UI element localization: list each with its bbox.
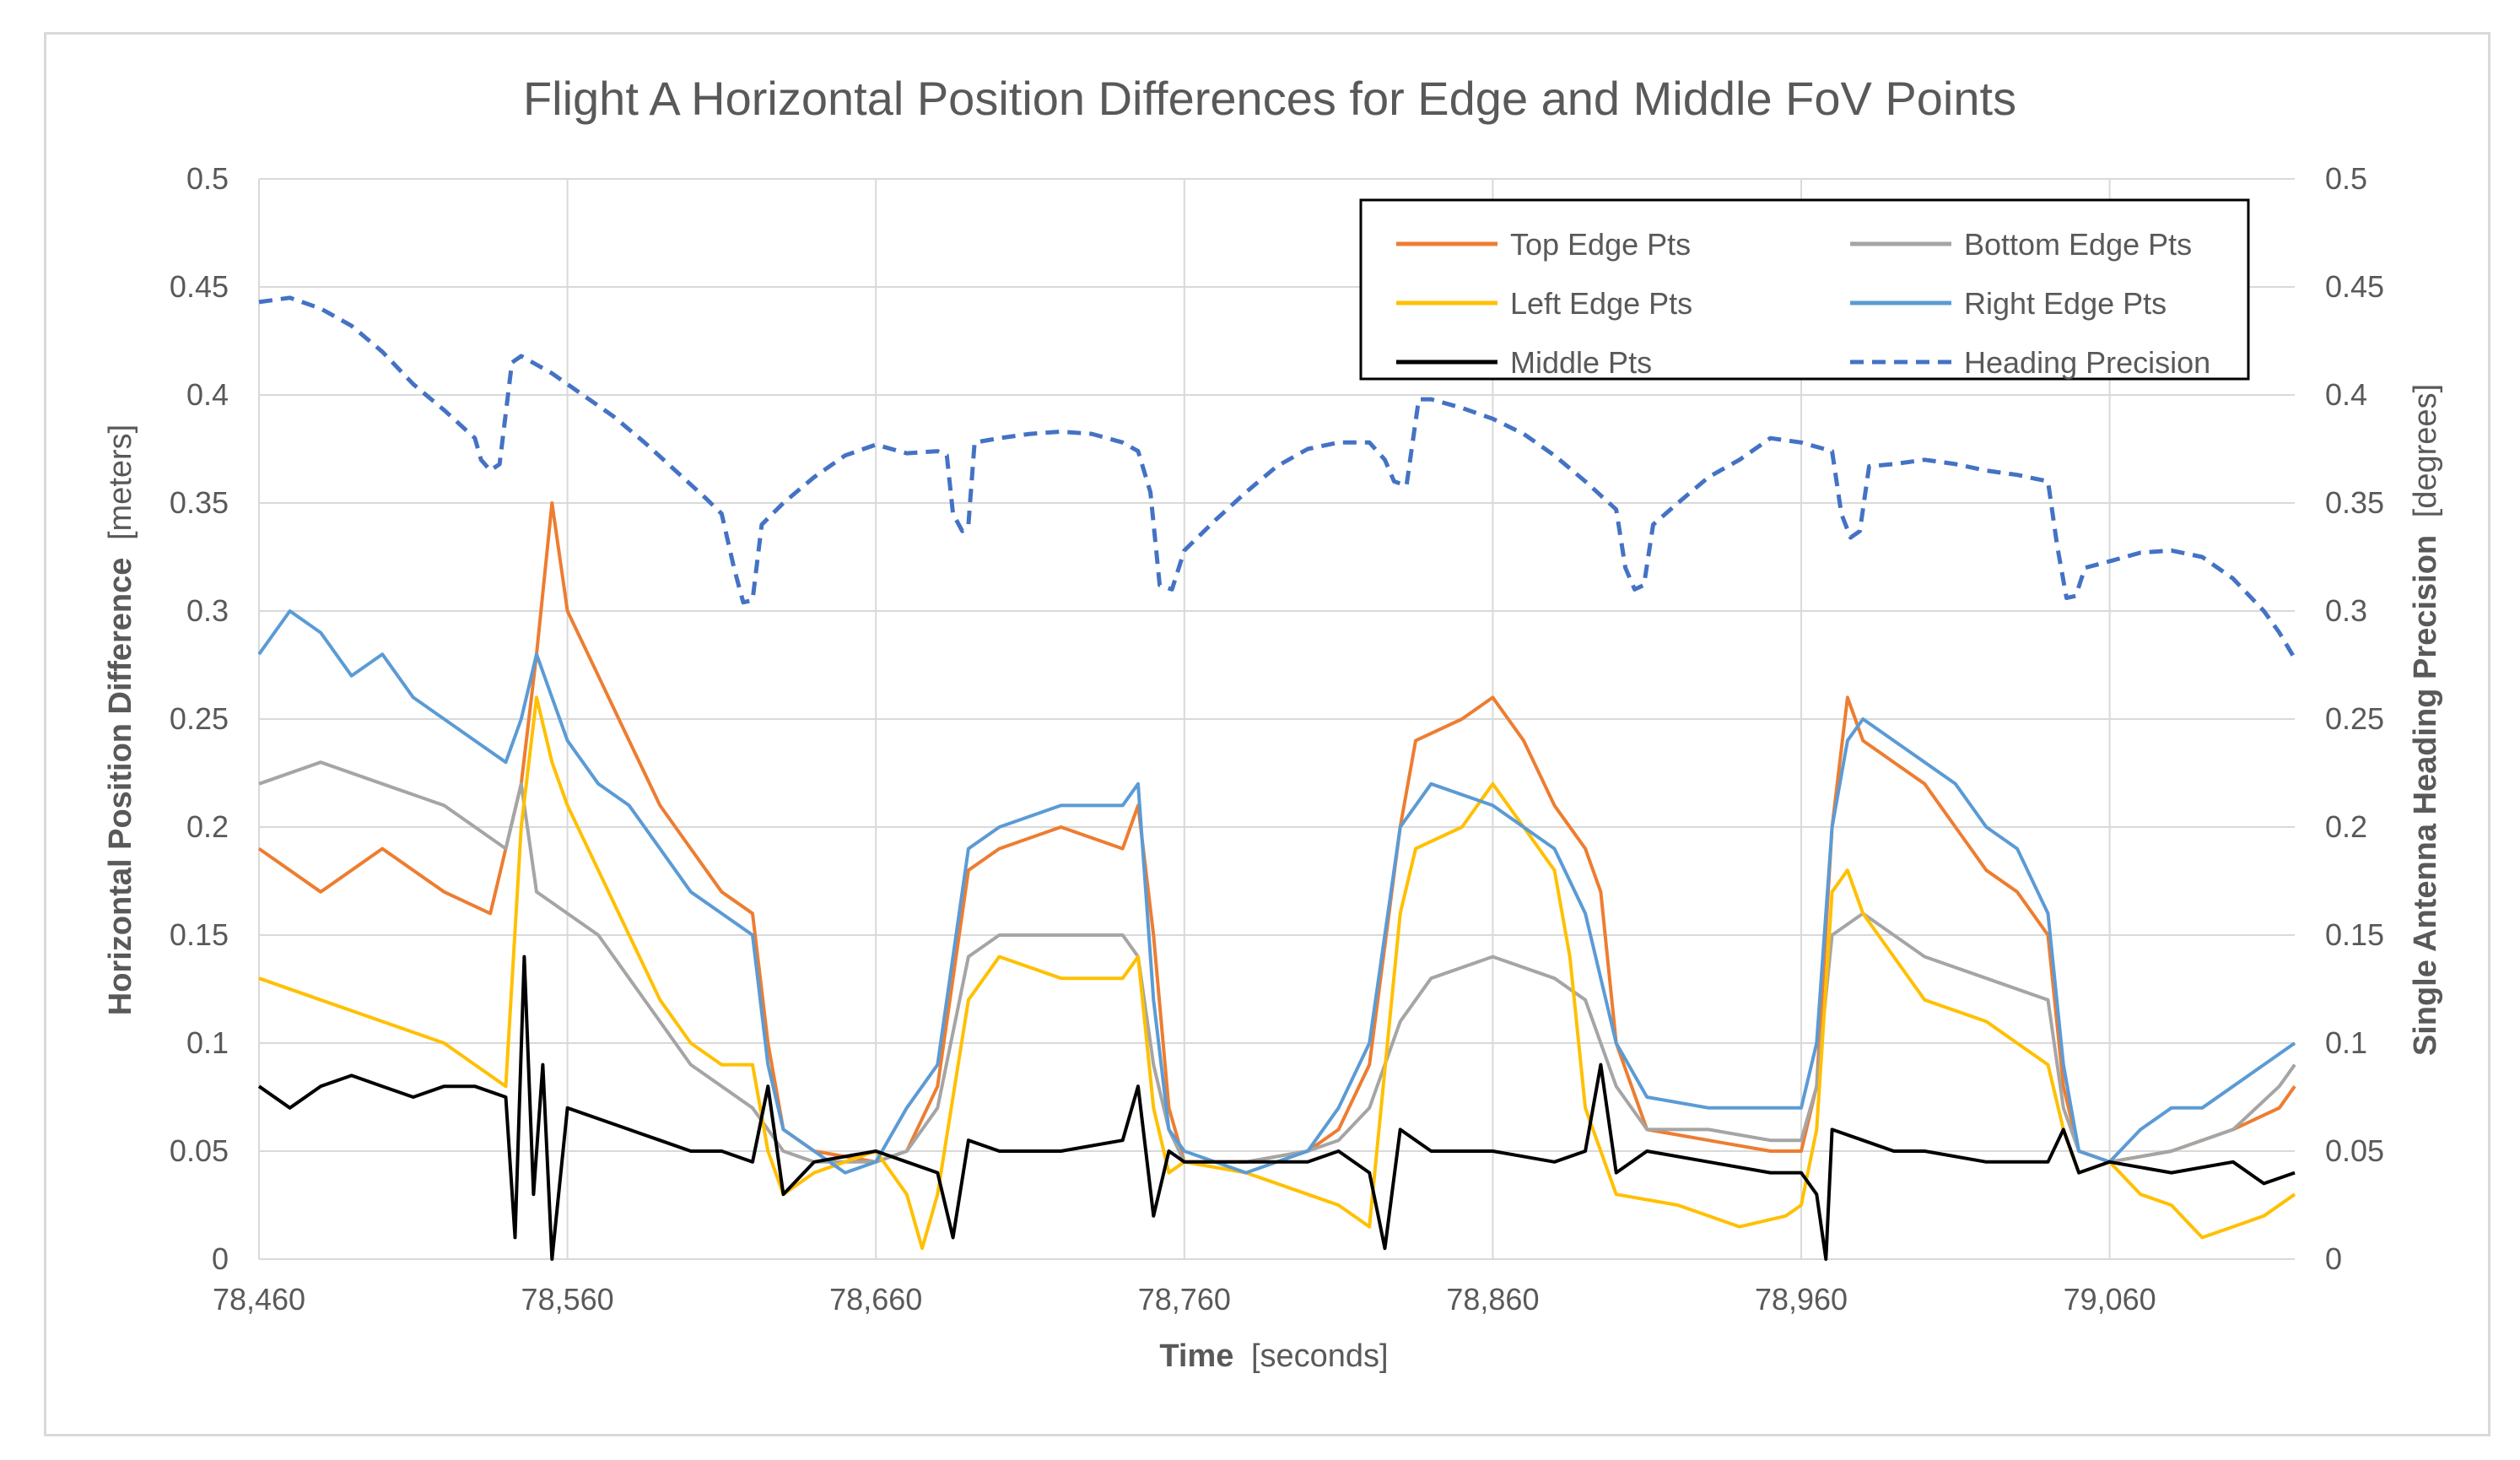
- series-line-right-edge-pts: [257, 609, 2296, 1175]
- y-right-tick-label: 0.5: [2325, 161, 2367, 196]
- series-lines: [257, 295, 2297, 1261]
- y-left-tick-label: 0.15: [170, 917, 229, 952]
- y-right-tick-label: 0.1: [2325, 1025, 2367, 1060]
- chart-title: Flight A Horizontal Position Differences…: [523, 72, 2016, 125]
- y-right-tick-label: 0.35: [2325, 485, 2384, 520]
- legend-label: Heading Precision: [1964, 345, 2210, 380]
- x-tick-label: 78,460: [213, 1282, 305, 1317]
- x-axis-title-unit: [seconds]: [1251, 1338, 1389, 1374]
- y-left-tick-label: 0.45: [170, 269, 229, 304]
- y-axis-left-title-bold: Horizontal Position Difference: [103, 558, 138, 1016]
- y-left-tick-label: 0.25: [170, 701, 229, 736]
- y-left-tick-label: 0.05: [170, 1133, 229, 1168]
- y-right-tick-label: 0.15: [2325, 917, 2384, 952]
- y-axis-left-title-unit: [meters]: [103, 424, 138, 540]
- y-left-tick-label: 0: [212, 1241, 229, 1276]
- y-axis-left-title: Horizontal Position Difference [meters]: [103, 424, 138, 1015]
- chart-frame: Flight A Horizontal Position Differences…: [44, 32, 2490, 1436]
- y-right-tick-label: 0.2: [2325, 809, 2367, 844]
- x-tick-label: 78,760: [1138, 1282, 1231, 1317]
- y-right-tick-label: 0.45: [2325, 269, 2384, 304]
- x-axis-title: Time [seconds]: [1159, 1338, 1388, 1374]
- y-axis-right-title-unit: [degrees]: [2408, 384, 2443, 517]
- legend-label: Middle Pts: [1510, 345, 1652, 380]
- y-right-tick-label: 0.05: [2325, 1133, 2384, 1168]
- x-tick-label: 78,560: [521, 1282, 614, 1317]
- x-axis-title-bold: Time: [1159, 1338, 1233, 1374]
- series-line-bottom-edge-pts: [258, 760, 2296, 1164]
- y-axis-right-title: Single Antenna Heading Precision [degree…: [2408, 384, 2443, 1056]
- legend-label: Right Edge Pts: [1964, 286, 2167, 321]
- x-tick-label: 78,960: [1755, 1282, 1848, 1317]
- y-left-tick-label: 0.2: [186, 809, 229, 844]
- gridlines: [258, 178, 2295, 1260]
- series-line-heading-precision: [258, 295, 2297, 660]
- y-right-tick-label: 0.4: [2325, 377, 2367, 412]
- x-tick-label: 79,060: [2064, 1282, 2156, 1317]
- legend-label: Top Edge Pts: [1510, 227, 1691, 262]
- y-left-tick-label: 0.35: [170, 485, 229, 520]
- series-line-top-edge-pts: [257, 501, 2296, 1164]
- legend-items: Top Edge Pts Bottom Edge Pts Left Edge Pts…: [1396, 227, 2210, 380]
- legend-label: Bottom Edge Pts: [1964, 227, 2192, 262]
- tick-labels: 0 0 0.05 0.05 0.1 0.1 0.15 0.15 0.2 0.2 0.25 0.25 0.…: [170, 161, 2384, 1317]
- legend: Top Edge Pts Bottom Edge Pts Left Edge Pts…: [1359, 198, 2250, 381]
- legend-label: Left Edge Pts: [1510, 286, 1692, 321]
- series-line-middle-pts: [257, 954, 2296, 1261]
- x-tick-label: 78,860: [1446, 1282, 1539, 1317]
- y-axis-right-title-bold: Single Antenna Heading Precision: [2408, 535, 2443, 1056]
- x-tick-label: 78,660: [829, 1282, 922, 1317]
- y-left-tick-label: 0.1: [186, 1025, 229, 1060]
- chart-canvas: Flight A Horizontal Position Differences…: [103, 72, 2443, 1374]
- y-left-tick-label: 0.4: [186, 377, 229, 412]
- y-right-tick-label: 0.25: [2325, 701, 2384, 736]
- series-line-left-edge-pts: [258, 695, 2296, 1251]
- y-left-tick-label: 0.3: [186, 593, 229, 628]
- y-right-tick-label: 0.3: [2325, 593, 2367, 628]
- y-right-tick-label: 0: [2325, 1241, 2342, 1276]
- legend-box: [1359, 198, 2250, 381]
- y-left-tick-label: 0.5: [186, 161, 229, 196]
